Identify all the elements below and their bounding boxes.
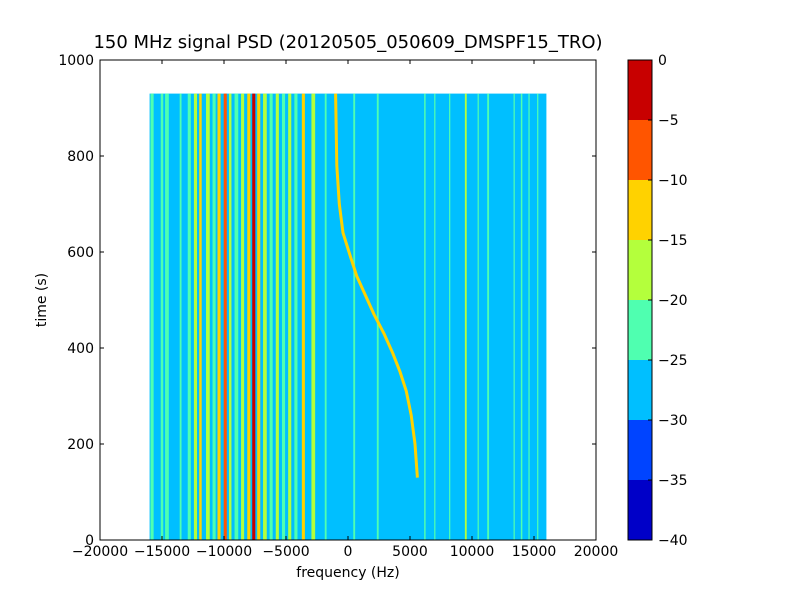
colorbar-tick-label: −15 — [658, 233, 688, 249]
colorbar-tick-label: −40 — [658, 533, 688, 549]
spectral-line-36 — [528, 93, 530, 540]
x-tick-label: 15000 — [512, 544, 557, 560]
spectral-line-25 — [324, 93, 327, 540]
spectral-line-2 — [165, 93, 169, 540]
spectral-line-30 — [449, 93, 451, 540]
spectral-line-31 — [464, 93, 467, 540]
x-tick-label: 5000 — [392, 544, 428, 560]
x-tick-label: 10000 — [450, 544, 495, 560]
y-tick-label: 800 — [67, 149, 94, 165]
spectral-line-3 — [179, 93, 182, 540]
spectral-line-10 — [223, 93, 227, 540]
spectral-line-5 — [193, 93, 198, 540]
y-tick-label: 600 — [67, 245, 94, 261]
spectral-line-8 — [212, 93, 216, 540]
colorbar-segment — [628, 420, 652, 480]
colorbar-tick-label: −5 — [658, 113, 679, 129]
colorbar-tick-label: −35 — [658, 473, 688, 489]
spectral-line-23 — [301, 93, 305, 540]
spectral-line-24 — [311, 93, 316, 540]
spectral-line-16 — [257, 93, 261, 540]
spectral-line-20 — [281, 93, 286, 540]
spectral-line-34 — [513, 93, 515, 540]
spectral-line-28 — [424, 93, 426, 540]
spectral-line-19 — [275, 93, 279, 540]
spectral-line-29 — [434, 93, 436, 540]
heatmap-background — [149, 93, 547, 540]
spectral-line-1 — [160, 93, 164, 540]
colorbar: −40 −35 −30 −25 −20 −15 −10 −5 0 — [627, 53, 688, 549]
colorbar-segment — [628, 240, 652, 300]
spectral-line-17 — [263, 93, 267, 540]
colorbar-segment — [628, 60, 652, 120]
axes: −20000 −15000 −10000 −5000 0 5000 10000 15000 20… — [58, 53, 618, 560]
doppler-track — [334, 93, 419, 478]
spectral-line-27 — [376, 93, 379, 540]
y-axis-label: time (s) — [34, 273, 50, 327]
x-tick-label: −15000 — [134, 544, 190, 560]
colorbar-tick-label: −10 — [658, 173, 688, 189]
spectral-line-26 — [353, 93, 356, 540]
x-tick-label: −20000 — [72, 544, 128, 560]
y-tick-label: 400 — [67, 341, 94, 357]
spectral-line-32 — [477, 93, 479, 540]
y-tick-label: 0 — [85, 533, 94, 549]
colorbar-segment — [628, 120, 652, 180]
spectral-line-22 — [294, 93, 298, 540]
colorbar-segment — [628, 360, 652, 420]
spectral-line-35 — [520, 93, 523, 540]
x-tick-label: −10000 — [196, 544, 252, 560]
colorbar-segment — [628, 300, 652, 360]
spectral-line-15 — [252, 93, 256, 540]
spectral-line-12 — [234, 93, 239, 540]
spectral-line-7 — [206, 93, 210, 540]
chart-title: 150 MHz signal PSD (20120505_050609_DMSP… — [93, 32, 602, 53]
colorbar-segment — [628, 480, 652, 540]
spectral-line-9 — [217, 93, 221, 540]
x-tick-label: 20000 — [574, 544, 619, 560]
y-tick-label: 200 — [67, 437, 94, 453]
spectral-line-0 — [150, 93, 154, 540]
colorbar-tick-label: −20 — [658, 293, 688, 309]
heatmap-layer — [149, 93, 547, 540]
spectral-line-37 — [537, 93, 539, 540]
colorbar-tick-label: −25 — [658, 353, 688, 369]
x-axis-label: frequency (Hz) — [296, 565, 399, 581]
spectral-line-18 — [269, 93, 273, 540]
x-tick-label: 0 — [344, 544, 353, 560]
spectral-line-11 — [228, 93, 232, 540]
spectral-line-6 — [199, 93, 202, 540]
y-tick-label: 1000 — [58, 53, 94, 69]
x-tick-label: −5000 — [262, 544, 309, 560]
spectral-line-4 — [187, 93, 191, 540]
colorbar-segment — [628, 180, 652, 240]
spectral-line-33 — [487, 93, 490, 540]
spectral-line-13 — [241, 93, 245, 540]
colorbar-tick-label: −30 — [658, 413, 688, 429]
spectral-line-14 — [247, 93, 251, 540]
spectral-line-21 — [288, 93, 292, 540]
colorbar-tick-label: 0 — [658, 53, 667, 69]
